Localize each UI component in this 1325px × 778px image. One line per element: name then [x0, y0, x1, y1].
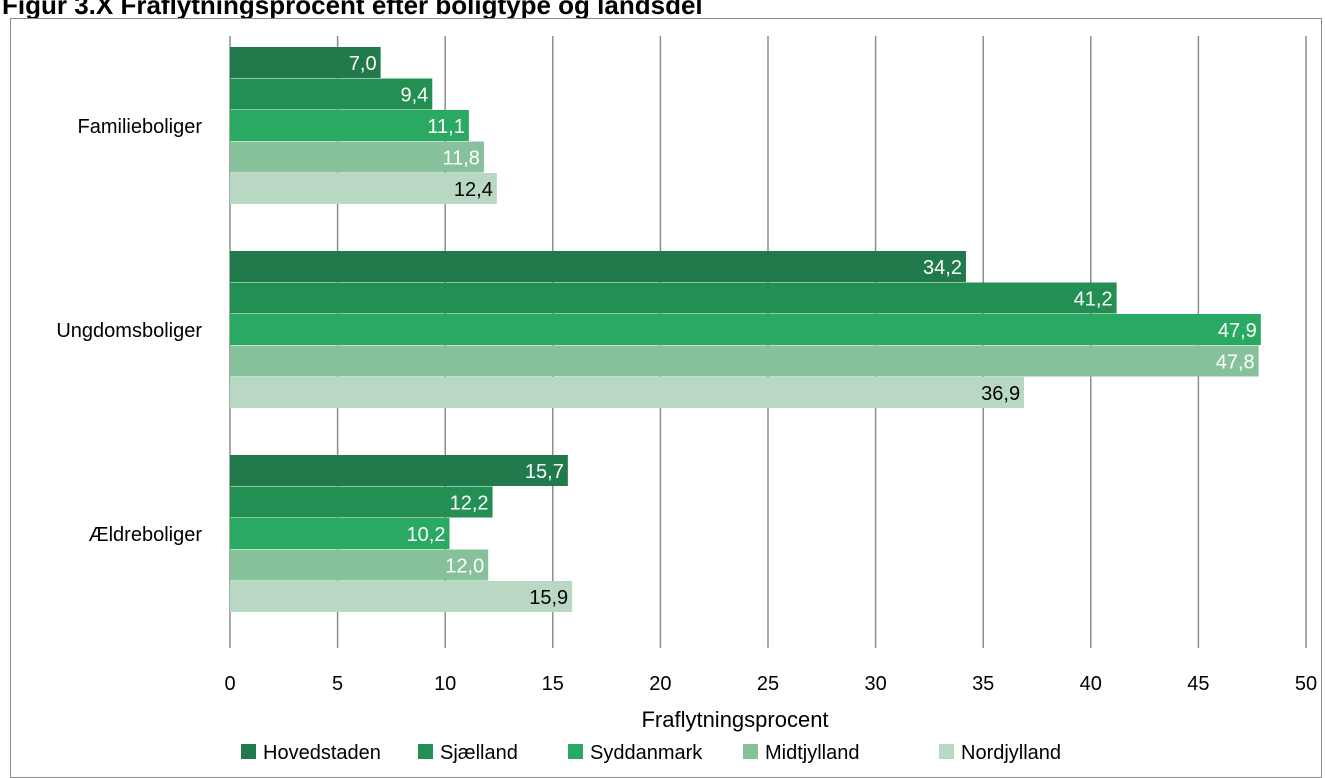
- legend-swatch: [939, 744, 954, 759]
- category-label: Ungdomsboliger: [56, 320, 202, 342]
- data-label: 15,9: [529, 587, 568, 609]
- legend-swatch: [418, 744, 433, 759]
- bar-sjælland: [230, 282, 1117, 314]
- bar-nordjylland: [230, 377, 1025, 408]
- x-tick-label: 15: [542, 673, 564, 695]
- legend-label: Nordjylland: [961, 742, 1061, 764]
- x-tick-label: 5: [332, 673, 343, 695]
- bar-hovedstaden: [230, 455, 568, 486]
- category-label: Ældreboliger: [89, 524, 203, 546]
- category-label: Familieboliger: [78, 116, 203, 138]
- data-label: 12,4: [454, 179, 493, 201]
- x-tick-label: 30: [864, 673, 886, 695]
- x-tick-label: 45: [1187, 673, 1209, 695]
- bar-midtjylland: [230, 141, 484, 173]
- data-label: 7,0: [349, 53, 377, 75]
- legend-label: Syddanmark: [590, 742, 703, 764]
- data-label: 10,2: [407, 524, 446, 546]
- bar-midtjylland: [230, 345, 1259, 377]
- legend-swatch: [568, 744, 583, 759]
- data-label: 11,1: [427, 116, 464, 138]
- data-label: 12,0: [445, 555, 484, 577]
- bar-hovedstaden: [230, 251, 966, 282]
- data-label: 36,9: [981, 383, 1020, 405]
- x-tick-label: 50: [1295, 673, 1317, 695]
- bar-syddanmark: [230, 518, 450, 549]
- x-tick-label: 35: [972, 673, 994, 695]
- bar-nordjylland: [230, 173, 497, 204]
- legend-label: Hovedstaden: [263, 742, 381, 764]
- x-tick-label: 40: [1080, 673, 1102, 695]
- legend-label: Midtjylland: [765, 742, 859, 764]
- legend-swatch: [743, 744, 758, 759]
- legend-label: Sjælland: [440, 742, 518, 764]
- data-label: 34,2: [923, 257, 962, 279]
- bar-syddanmark: [230, 314, 1261, 345]
- data-label: 9,4: [400, 84, 428, 106]
- x-tick-label: 25: [757, 673, 779, 695]
- legend-swatch: [241, 744, 256, 759]
- data-label: 11,8: [442, 147, 479, 169]
- data-label: 41,2: [1074, 288, 1113, 310]
- x-tick-label: 20: [649, 673, 671, 695]
- data-label: 47,8: [1216, 351, 1255, 373]
- bar-syddanmark: [230, 110, 469, 141]
- bar-nordjylland: [230, 581, 573, 612]
- bar-sjælland: [230, 78, 433, 110]
- bar-hovedstaden: [230, 47, 381, 78]
- data-label: 15,7: [525, 461, 564, 483]
- chart-title: Figur 3.X Fraflytningsprocent efter boli…: [2, 0, 703, 20]
- data-label: 47,9: [1218, 320, 1257, 342]
- bar-midtjylland: [230, 549, 489, 581]
- data-label: 12,2: [450, 492, 489, 514]
- x-tick-label: 10: [434, 673, 456, 695]
- bar-sjælland: [230, 486, 493, 518]
- x-tick-label: 0: [224, 673, 235, 695]
- x-axis-title: Fraflytningsprocent: [641, 707, 828, 732]
